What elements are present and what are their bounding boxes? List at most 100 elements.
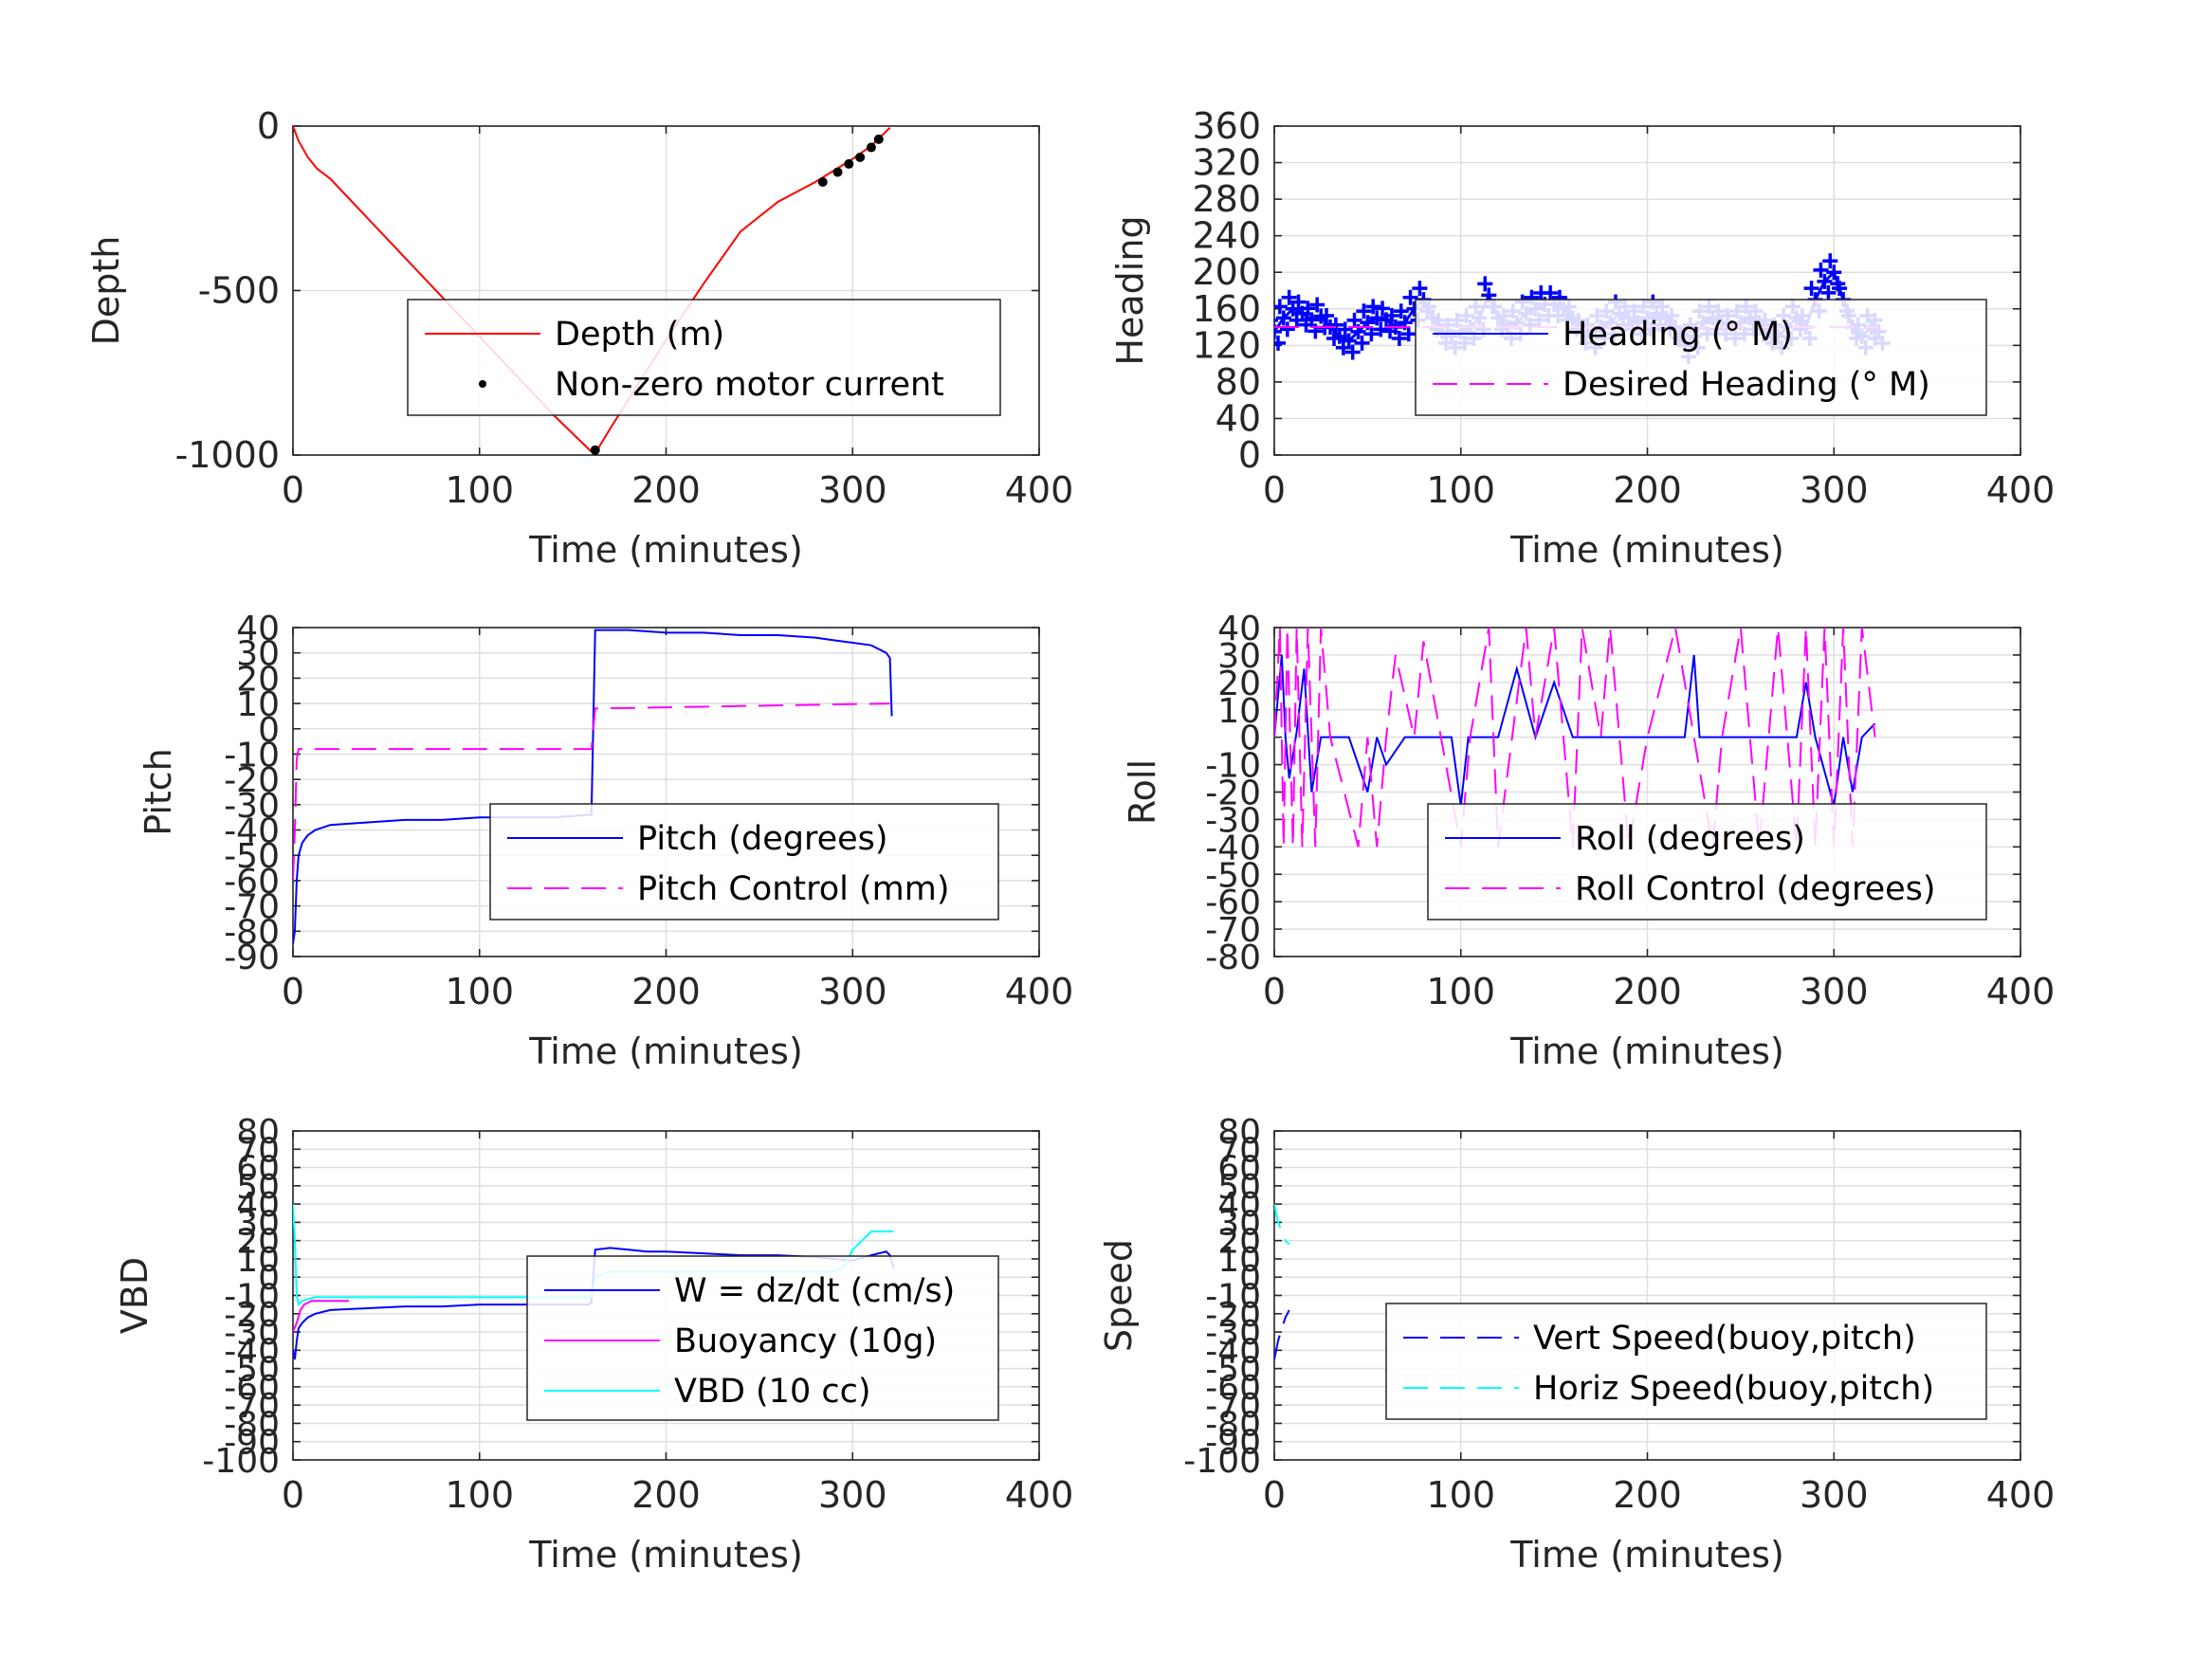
y-tick-label: 10	[236, 1241, 280, 1280]
legend-label: Horiz Speed(buoy,pitch)	[1533, 1370, 1934, 1408]
x-tick-label: 0	[1263, 469, 1286, 511]
y-tick-label: -70	[1205, 911, 1261, 950]
y-tick-label: 120	[1192, 324, 1261, 366]
data-point	[1274, 299, 1288, 315]
series-group	[1274, 628, 1876, 848]
y-tick-label: -90	[224, 1424, 280, 1463]
data-point	[1402, 289, 1418, 305]
data-point	[1309, 297, 1325, 313]
data-point	[832, 167, 843, 177]
data-point	[1373, 321, 1389, 337]
x-tick-label: 300	[818, 469, 887, 511]
x-tick-label: 400	[1005, 971, 1074, 1012]
y-tick-label: -60	[1205, 1369, 1261, 1408]
y-tick-label: 200	[1192, 251, 1261, 293]
y-tick-label: -60	[224, 863, 280, 902]
series-group	[1274, 1203, 1290, 1360]
data-point	[1354, 335, 1370, 351]
data-point	[1363, 326, 1380, 342]
y-tick-label: 0	[258, 1259, 280, 1298]
y-tick-label: 40	[1216, 397, 1261, 439]
legend-label: Pitch (degrees)	[637, 820, 888, 858]
y-tick-label: -10	[224, 1278, 280, 1317]
x-tick-label: 400	[1005, 1474, 1074, 1516]
y-tick-label: 0	[1239, 1259, 1261, 1298]
y-tick-label: -30	[224, 1314, 280, 1353]
data-point	[1275, 310, 1291, 326]
legend-label: Vert Speed(buoy,pitch)	[1533, 1320, 1916, 1358]
y-tick-label: 80	[1217, 1113, 1261, 1152]
x-tick-label: 200	[1613, 469, 1682, 511]
data-point	[817, 176, 828, 187]
data-point	[873, 134, 884, 144]
y-tick-label: -50	[1205, 856, 1261, 895]
axes-vbd: 0 100 200 300 400-100-90-80-70-60-50-40-30-2…	[114, 1113, 1073, 1576]
data-point	[1356, 303, 1372, 319]
legend-label: Roll (degrees)	[1575, 820, 1805, 858]
y-axis-label: Pitch	[137, 748, 179, 836]
legend-label: Non-zero motor current	[555, 366, 944, 404]
y-tick-label: 320	[1192, 142, 1261, 184]
legend-box	[407, 299, 1001, 416]
y-tick-label: 40	[236, 1186, 280, 1225]
y-tick-label: 40	[1217, 610, 1261, 648]
y-tick-label: 280	[1192, 178, 1261, 220]
legend-box	[489, 803, 999, 921]
data-point	[1281, 289, 1297, 305]
data-point	[1817, 273, 1833, 289]
axes-depth: 0 100 200 300 400 -1000 -500 0 Time (minutes) Dep…	[85, 105, 1073, 571]
legend-label: Desired Heading (° M)	[1563, 366, 1930, 404]
y-tick-label: 0	[257, 105, 280, 147]
data-point	[855, 152, 866, 162]
x-axis-label: Time (minutes)	[528, 1534, 803, 1576]
y-tick-label: -70	[224, 888, 280, 927]
y-tick-label: -100	[202, 1442, 280, 1481]
data-point	[1477, 276, 1493, 292]
x-tick-label: 200	[631, 469, 701, 511]
y-tick-label: 360	[1192, 105, 1261, 147]
data-point	[866, 142, 876, 153]
y-tick-label: -60	[1205, 884, 1261, 922]
data-point	[1400, 326, 1417, 342]
y-axis-label: Depth	[85, 236, 127, 346]
y-tick-label: -500	[198, 270, 280, 312]
x-tick-label: 0	[282, 1474, 304, 1516]
y-tick-label: -50	[1205, 1351, 1261, 1390]
data-point	[1327, 317, 1344, 333]
x-axis-label: Time (minutes)	[528, 529, 803, 571]
y-tick-label: -60	[224, 1369, 280, 1408]
legend: W = dz/dt (cm/s) Buoyancy (10g) VBD (10 cc…	[526, 1255, 999, 1421]
y-tick-label: 10	[1217, 1241, 1261, 1280]
y-tick-label: 20	[1217, 665, 1261, 703]
y-tick-label: 70	[1217, 1131, 1261, 1170]
data-point	[1274, 323, 1282, 339]
y-tick-label: -70	[224, 1387, 280, 1426]
y-tick-label: -80	[224, 913, 280, 952]
y-tick-label: 240	[1192, 215, 1261, 257]
y-tick-label: 10	[236, 685, 280, 724]
data-point	[590, 445, 600, 455]
x-tick-label: 400	[1005, 469, 1074, 511]
data-point	[1319, 308, 1335, 324]
legend: Depth (m) Non-zero motor current	[407, 299, 1001, 416]
series-line	[293, 702, 890, 881]
data-point	[1279, 321, 1295, 337]
y-tick-label: -20	[1205, 1296, 1261, 1335]
y-tick-label: -40	[1205, 829, 1261, 867]
x-tick-label: 100	[445, 469, 514, 511]
data-point	[1543, 284, 1559, 301]
x-axis-label: Time (minutes)	[1509, 1030, 1784, 1072]
legend-box	[1427, 803, 1987, 921]
data-point	[1365, 299, 1381, 315]
legend-label: Heading (° M)	[1563, 316, 1793, 354]
data-point	[1393, 303, 1409, 319]
legend: Vert Speed(buoy,pitch) Horiz Speed(buoy,p…	[1385, 1303, 1987, 1420]
y-tick-label: 50	[236, 1168, 280, 1207]
y-axis-label: Speed	[1098, 1239, 1140, 1352]
axes-roll: 0 100 200 300 400-80-70-60-50-40-30-20-10010…	[1122, 610, 2055, 1072]
y-tick-label: 30	[236, 635, 280, 674]
x-tick-label: 300	[1800, 469, 1869, 511]
x-tick-label: 200	[631, 971, 701, 1012]
legend: Roll (degrees) Roll Control (degrees)	[1427, 803, 1987, 921]
